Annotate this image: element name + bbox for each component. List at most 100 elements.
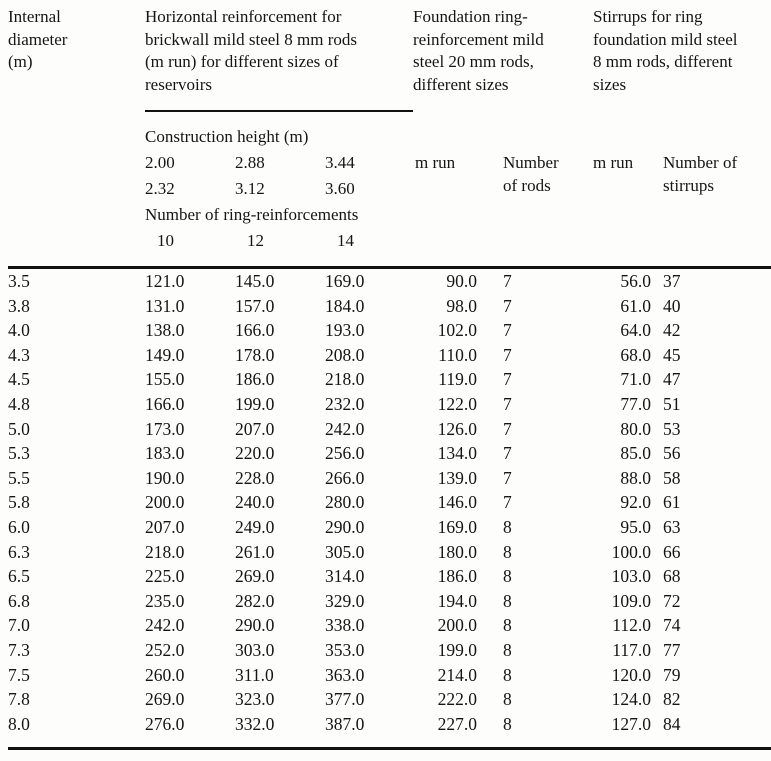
cell-internal-diameter: 7.0 <box>8 615 30 636</box>
spacer-cell <box>413 228 771 268</box>
cell-ring-10-mrun: 149.0 <box>145 344 185 365</box>
cell-foundation-mrun: 126.0 <box>437 418 478 439</box>
cell-ring-14-mrun: 338.0 <box>325 615 365 636</box>
cell-foundation-rods: 7 <box>503 369 512 390</box>
cell-stirrups-mrun: 109.0 <box>611 590 652 611</box>
cell-stirrups-count: 56 <box>663 443 681 464</box>
cell-internal-diameter: 6.3 <box>8 541 30 562</box>
cell-foundation-mrun: 98.0 <box>446 295 478 316</box>
cell-ring-10-mrun: 235.0 <box>145 590 185 611</box>
table-row: 6.0 207.0 249.0 290.0 169.0 8 95.0 63 <box>8 515 771 540</box>
cell-internal-diameter: 3.5 <box>8 271 30 291</box>
cell-ring-12-mrun: 228.0 <box>235 467 275 488</box>
cell-ring-14-mrun: 242.0 <box>325 418 365 439</box>
height-value: 3.44 <box>325 153 355 172</box>
cell-stirrups-mrun: 68.0 <box>620 344 652 365</box>
cell-ring-10-mrun: 225.0 <box>145 566 185 587</box>
cell-internal-diameter: 3.8 <box>8 295 30 316</box>
cell-stirrups-mrun: 92.0 <box>620 492 652 513</box>
cell-stirrups-count: 68 <box>663 566 681 587</box>
col-header-internal-diameter: Internal diameter (m) <box>8 6 145 268</box>
cell-foundation-mrun: 146.0 <box>437 492 478 513</box>
group-header-row: Internal diameter (m) Horizontal reinfor… <box>8 6 771 112</box>
table-row: 4.0 138.0 166.0 193.0 102.0 7 64.0 42 <box>8 318 771 343</box>
cell-ring-10-mrun: 138.0 <box>145 320 185 341</box>
cell-internal-diameter: 4.8 <box>8 393 30 414</box>
cell-ring-10-mrun: 183.0 <box>145 443 185 464</box>
cell-ring-12-mrun: 240.0 <box>235 492 275 513</box>
cell-ring-12-mrun: 311.0 <box>235 664 274 685</box>
cell-ring-12-mrun: 220.0 <box>235 443 275 464</box>
heights-row-1: 2.00 2.88 3.44 m run Number of rods m ru… <box>8 150 771 195</box>
stirrups-count-header: Number of stirrups <box>663 153 738 195</box>
cell-ring-14-mrun: 329.0 <box>325 590 365 611</box>
ring-counts-row: 10 12 14 <box>8 228 771 268</box>
cell-stirrups-count: 58 <box>663 467 681 488</box>
cell-ring-14-mrun: 314.0 <box>325 566 365 587</box>
cell-foundation-rods: 8 <box>503 541 512 562</box>
cell-foundation-mrun: 180.0 <box>437 541 478 562</box>
table-row: 3.8 131.0 157.0 184.0 98.0 7 61.0 40 <box>8 294 771 319</box>
ring-count-12: 12 <box>247 231 264 250</box>
cell-ring-12-mrun: 166.0 <box>235 320 275 341</box>
cell-foundation-rods: 8 <box>503 689 512 710</box>
table-row: 5.0 173.0 207.0 242.0 126.0 7 80.0 53 <box>8 417 771 442</box>
reservoir-reinforcement-table: Internal diameter (m) Horizontal reinfor… <box>8 6 771 751</box>
height-value: 3.60 <box>325 179 355 198</box>
cell-ring-12-mrun: 186.0 <box>235 369 275 390</box>
cell-ring-12-mrun: 157.0 <box>235 295 275 316</box>
cell-ring-14-mrun: 169.0 <box>325 271 365 291</box>
cell-ring-12-mrun: 261.0 <box>235 541 275 562</box>
cell-ring-10-mrun: 173.0 <box>145 418 185 439</box>
cell-foundation-mrun: 194.0 <box>437 590 478 611</box>
cell-foundation-mrun: 199.0 <box>437 639 478 660</box>
cell-foundation-rods: 7 <box>503 443 512 464</box>
cell-ring-14-mrun: 184.0 <box>325 295 365 316</box>
table-row: 3.5 121.0 145.0 169.0 90.0 7 56.0 37 <box>8 268 771 294</box>
cell-ring-14-mrun: 208.0 <box>325 344 365 365</box>
cell-stirrups-mrun: 100.0 <box>611 541 652 562</box>
table-row: 7.3 252.0 303.0 353.0 199.0 8 117.0 77 <box>8 638 771 663</box>
cell-internal-diameter: 4.0 <box>8 320 30 341</box>
cell-foundation-mrun: 222.0 <box>437 689 478 710</box>
cell-stirrups-mrun: 88.0 <box>620 467 652 488</box>
cell-ring-12-mrun: 178.0 <box>235 344 275 365</box>
cell-foundation-mrun: 110.0 <box>438 344 478 365</box>
foundation-rods-header: Number of rods <box>503 153 559 195</box>
cell-internal-diameter: 7.5 <box>8 664 30 685</box>
cell-ring-10-mrun: 276.0 <box>145 713 185 734</box>
cell-stirrups-mrun: 112.0 <box>612 615 652 636</box>
cell-stirrups-count: 74 <box>663 615 681 636</box>
cell-ring-14-mrun: 232.0 <box>325 393 365 414</box>
cell-foundation-rods: 8 <box>503 639 512 660</box>
cell-ring-14-mrun: 193.0 <box>325 320 365 341</box>
cell-stirrups-count: 47 <box>663 369 681 390</box>
cell-ring-12-mrun: 303.0 <box>235 639 275 660</box>
cell-foundation-mrun: 90.0 <box>446 271 478 291</box>
cell-stirrups-count: 82 <box>663 689 681 710</box>
cell-stirrups-mrun: 95.0 <box>620 516 652 537</box>
table-row: 5.5 190.0 228.0 266.0 139.0 7 88.0 58 <box>8 466 771 491</box>
table-row: 5.8 200.0 240.0 280.0 146.0 7 92.0 61 <box>8 490 771 515</box>
cell-stirrups-count: 37 <box>663 271 681 291</box>
col-header-foundation-ring: Foundation ring-reinforcement mild steel… <box>413 6 593 111</box>
cell-foundation-rods: 7 <box>503 295 512 316</box>
cell-foundation-mrun: 134.0 <box>437 443 478 464</box>
cell-ring-12-mrun: 207.0 <box>235 418 275 439</box>
cell-foundation-rods: 8 <box>503 664 512 685</box>
cell-stirrups-count: 53 <box>663 418 681 439</box>
table-header: Internal diameter (m) Horizontal reinfor… <box>8 6 771 268</box>
stirrups-mrun-header: m run <box>593 153 634 172</box>
cell-ring-10-mrun: 155.0 <box>145 369 185 390</box>
cell-ring-14-mrun: 256.0 <box>325 443 365 464</box>
table-row: 7.0 242.0 290.0 338.0 200.0 8 112.0 74 <box>8 613 771 638</box>
col-header-horizontal-reinforcement: Horizontal reinforcement for brickwall m… <box>145 6 414 112</box>
cell-foundation-rods: 8 <box>503 590 512 611</box>
cell-ring-12-mrun: 249.0 <box>235 516 275 537</box>
cell-foundation-rods: 8 <box>503 713 512 734</box>
cell-foundation-mrun: 119.0 <box>438 369 478 390</box>
table-row: 4.5 155.0 186.0 218.0 119.0 7 71.0 47 <box>8 367 771 392</box>
cell-stirrups-count: 40 <box>663 295 681 316</box>
cell-ring-12-mrun: 323.0 <box>235 689 275 710</box>
table-row: 6.5 225.0 269.0 314.0 186.0 8 103.0 68 <box>8 564 771 589</box>
